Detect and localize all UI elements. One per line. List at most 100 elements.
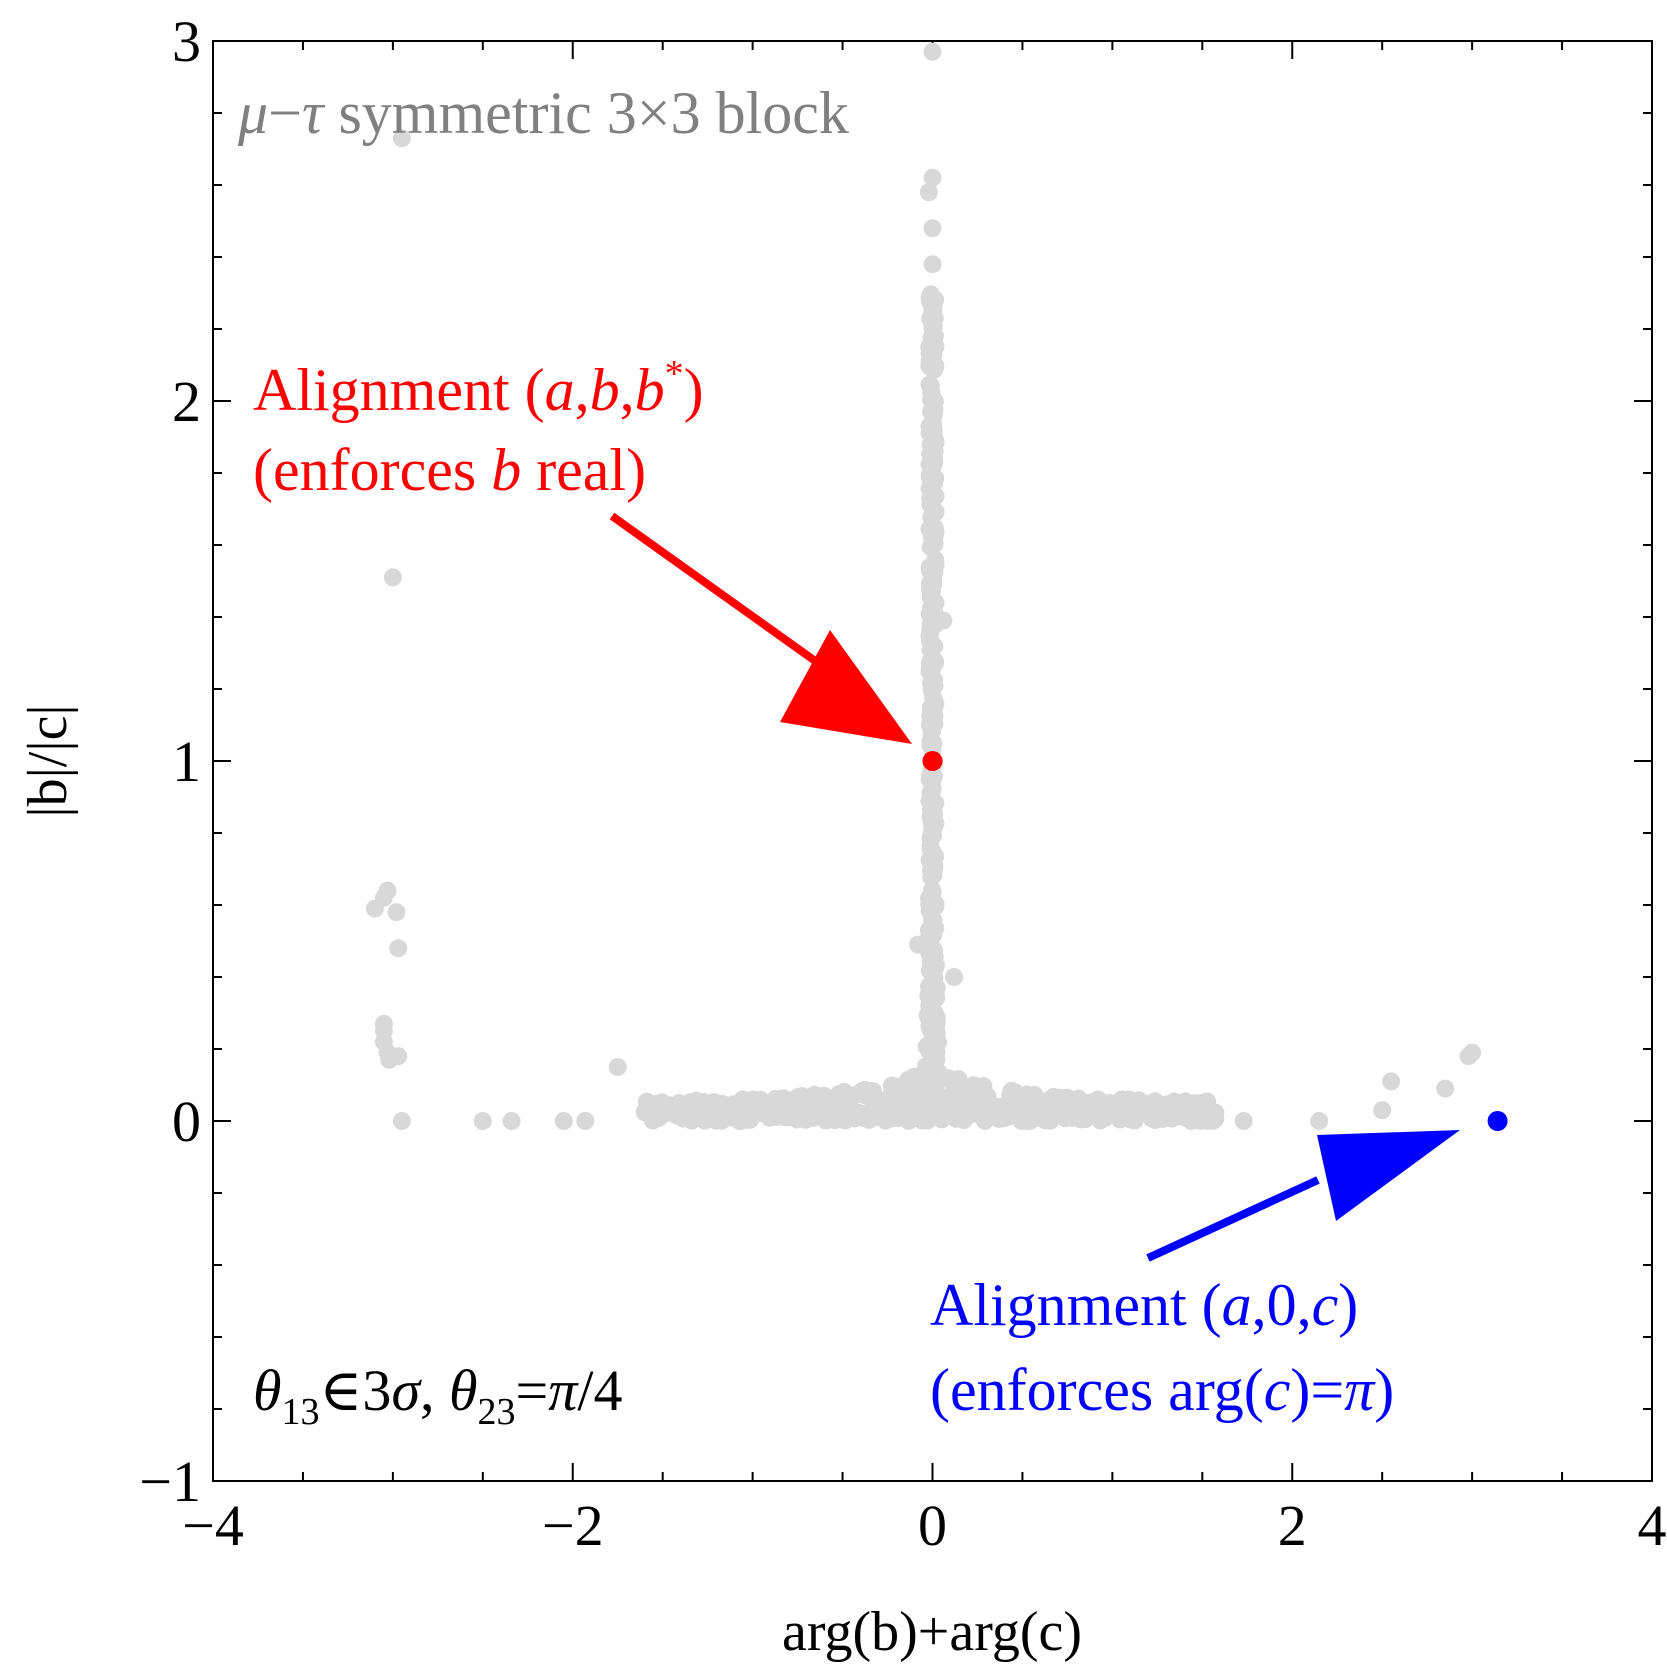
scatter-point xyxy=(923,327,942,346)
chart-title: μ−τ symmetric 3×3 block xyxy=(237,80,849,146)
scatter-point xyxy=(389,939,408,958)
scatter-point xyxy=(816,1110,835,1129)
scatter-point xyxy=(824,1097,843,1116)
scatter-point xyxy=(921,489,940,508)
highlight-point xyxy=(922,751,943,771)
axis-ticks xyxy=(212,40,1653,1482)
scatter-point xyxy=(846,1085,865,1104)
red-arrow-head xyxy=(780,630,912,744)
scatter-point xyxy=(751,1090,770,1109)
scatter-point xyxy=(921,736,940,755)
scatter-point xyxy=(1092,1105,1111,1124)
scatter-point xyxy=(378,881,397,900)
scatter-point xyxy=(919,1038,938,1057)
x-tick-label: −2 xyxy=(542,1493,604,1558)
scatter-point xyxy=(922,813,941,832)
scatter-point xyxy=(926,556,945,575)
scatter-point xyxy=(1234,1112,1253,1130)
annotation-red-line2: (enforces b real) xyxy=(253,437,646,503)
scatter-point xyxy=(923,659,942,678)
scatter-point xyxy=(923,881,942,900)
scatter-point xyxy=(1036,1111,1055,1130)
scatter-point xyxy=(921,861,940,880)
scatter-point xyxy=(1006,1083,1025,1102)
scatter-point xyxy=(927,988,946,1007)
condition-label: θ13∈3σ, θ23=π/4 xyxy=(253,1358,622,1433)
scatter-point xyxy=(1373,1101,1392,1120)
scatter-point xyxy=(1310,1112,1329,1130)
y-tick-label: 3 xyxy=(172,9,201,74)
annotation-blue: Alignment (a,0,c) (enforces arg(c)=π) xyxy=(930,1272,1394,1423)
scatter-point xyxy=(502,1112,521,1130)
blue-arrow xyxy=(1146,1130,1460,1262)
annotation-red: Alignment (a,b,b*) (enforces b real) xyxy=(253,353,704,503)
scatter-point xyxy=(1018,1111,1037,1130)
scatter-point xyxy=(925,969,944,988)
annotation-blue-line2: (enforces arg(c)=π) xyxy=(930,1357,1394,1423)
tick-labels: −4 −2 0 2 4 −1 0 1 2 3 xyxy=(139,9,1666,1558)
annotation-red-line1: Alignment (a,b,b*) xyxy=(253,353,704,423)
scatter-point xyxy=(923,721,942,740)
x-tick-label: −4 xyxy=(182,1493,244,1558)
scatter-point xyxy=(392,129,411,148)
scatter-point xyxy=(920,574,939,593)
scatter-point xyxy=(383,568,402,587)
scatter-point xyxy=(923,392,942,411)
x-axis-label: arg(b)+arg(c) xyxy=(782,1601,1082,1663)
scatter-point xyxy=(876,1111,895,1130)
scatter-point xyxy=(923,168,942,187)
scatter-point xyxy=(646,1105,665,1124)
scatter-point xyxy=(777,1093,796,1112)
x-tick-label: 4 xyxy=(1638,1493,1667,1558)
scatter-point xyxy=(925,527,944,546)
scatter-point xyxy=(923,42,942,61)
red-arrow xyxy=(609,512,912,744)
scatter-point xyxy=(792,1107,811,1126)
scatter-point xyxy=(975,1084,994,1103)
y-tick-label: 2 xyxy=(172,369,201,434)
scatter-point xyxy=(608,1058,627,1076)
scatter-point xyxy=(923,219,942,238)
scatter-point xyxy=(921,1107,940,1126)
scatter-point xyxy=(923,779,942,798)
y-axis-label: |b|/|c| xyxy=(17,704,79,817)
scatter-point xyxy=(923,312,942,331)
scatter-point xyxy=(927,1013,946,1032)
scatter-point xyxy=(924,406,943,425)
scatter-point xyxy=(929,1064,948,1083)
scatter-point xyxy=(1192,1099,1211,1118)
scatter-point xyxy=(792,1091,811,1110)
scatter-point xyxy=(845,1109,864,1128)
scatter-point xyxy=(711,1108,730,1127)
scatter-point xyxy=(923,255,942,274)
scatter-point xyxy=(1121,1105,1140,1124)
scatter-point xyxy=(944,1075,963,1094)
scatter-point xyxy=(1044,1087,1063,1106)
scatter-point xyxy=(740,1110,759,1129)
annotation-blue-line1: Alignment (a,0,c) xyxy=(930,1272,1358,1338)
scatter-point xyxy=(920,375,939,394)
scatter-point xyxy=(1142,1109,1161,1128)
y-tick-label: 0 xyxy=(172,1089,201,1154)
blue-arrow-head xyxy=(1317,1130,1460,1221)
scatter-point xyxy=(924,894,943,913)
scatter-point xyxy=(925,637,944,656)
scatter-point xyxy=(1056,1109,1075,1128)
scatter-point xyxy=(392,1112,411,1130)
scatter-point xyxy=(945,968,964,986)
scatter-point xyxy=(473,1112,492,1130)
scatter-point xyxy=(679,1109,698,1128)
scatter-point xyxy=(389,1047,408,1066)
scatter-point xyxy=(925,846,944,865)
scatter-point xyxy=(919,183,938,202)
scatter-point xyxy=(554,1112,573,1130)
scatter-point xyxy=(1089,1090,1108,1109)
scatter-point xyxy=(576,1112,595,1130)
scatter-point xyxy=(1463,1043,1482,1062)
scatter-point xyxy=(909,935,928,954)
scatter-point xyxy=(882,1076,901,1095)
scatter-point xyxy=(920,344,939,363)
y-tick-label: −1 xyxy=(139,1449,201,1514)
scatter-point xyxy=(698,1107,717,1126)
